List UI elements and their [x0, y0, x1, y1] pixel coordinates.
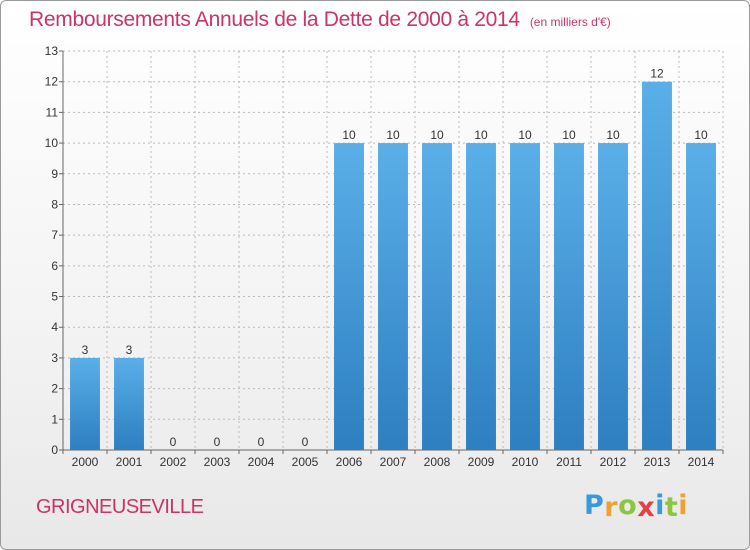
- bar-label-2004: 0: [258, 435, 265, 449]
- y-tick-label-4: 4: [51, 320, 58, 334]
- logo-letter-6: i: [678, 490, 689, 521]
- y-tick-label-10: 10: [45, 136, 59, 150]
- logo-letter-5: t: [664, 492, 679, 523]
- y-tick-label-12: 12: [45, 75, 59, 89]
- bar-label-2007: 10: [386, 128, 400, 142]
- x-tick-label-2004: 2004: [248, 455, 275, 469]
- x-tick-label-2006: 2006: [336, 455, 363, 469]
- bar-2008: [422, 143, 452, 451]
- x-tick-label-2009: 2009: [468, 455, 495, 469]
- x-tick-label-2010: 2010: [512, 455, 539, 469]
- x-tick-label-2000: 2000: [72, 455, 99, 469]
- bar-label-2009: 10: [474, 128, 488, 142]
- x-tick-label-2001: 2001: [116, 455, 143, 469]
- logo-letter-1: r: [604, 492, 619, 523]
- bar-label-2006: 10: [342, 128, 356, 142]
- y-tick-label-3: 3: [51, 351, 58, 365]
- x-tick-label-2014: 2014: [688, 455, 715, 469]
- x-tick-label-2011: 2011: [556, 455, 582, 469]
- x-tick-label-2007: 2007: [380, 455, 407, 469]
- y-tick-label-8: 8: [51, 197, 58, 211]
- bar-2000: [70, 357, 100, 450]
- bars: [70, 81, 716, 451]
- bar-label-2014: 10: [694, 128, 708, 142]
- x-tick-label-2012: 2012: [600, 455, 627, 469]
- bar-label-2010: 10: [518, 128, 532, 142]
- bar-2007: [378, 143, 408, 451]
- bar-label-2001: 3: [126, 343, 133, 357]
- bar-label-2011: 10: [562, 128, 576, 142]
- bar-label-2008: 10: [430, 128, 444, 142]
- y-tick-label-11: 11: [46, 105, 59, 119]
- bar-label-2013: 12: [650, 67, 664, 81]
- bar-label-2000: 3: [82, 343, 89, 357]
- y-tick-label-6: 6: [51, 259, 58, 273]
- bar-label-2002: 0: [170, 435, 177, 449]
- logo-letter-0: P: [584, 490, 605, 521]
- y-tick-label-5: 5: [51, 290, 58, 304]
- bar-label-2003: 0: [214, 435, 221, 449]
- y-tick-label-13: 13: [45, 44, 59, 58]
- chart-unit: (en milliers d'€): [529, 15, 611, 29]
- y-tick-label-7: 7: [51, 228, 58, 242]
- x-tick-label-2003: 2003: [204, 455, 231, 469]
- x-tick-label-2002: 2002: [160, 455, 187, 469]
- bar-2011: [554, 143, 584, 451]
- bar-2009: [466, 143, 496, 451]
- bar-2010: [510, 143, 540, 451]
- y-tick-label-0: 0: [51, 443, 58, 457]
- bar-2012: [598, 143, 628, 451]
- bar-label-2012: 10: [606, 128, 620, 142]
- bar-labels: 3 3 0 0 0 0 10 10 10 10 10 10 10 12 10: [82, 67, 708, 449]
- commune-name: GRIGNEUSEVILLE: [36, 496, 204, 518]
- y-tick-label-2: 2: [51, 382, 58, 396]
- bar-2013: [642, 81, 672, 450]
- x-tick-labels: 2000 2001 2002 2003 2004 2005 2006 2007 2008 2009…: [72, 455, 715, 469]
- logo-letter-3: x: [637, 492, 656, 523]
- x-tick-label-2013: 2013: [644, 455, 671, 469]
- y-tick-label-1: 1: [51, 412, 58, 426]
- chart-title-text: Remboursements Annuels de la Dette de 20…: [29, 8, 520, 31]
- y-tick-label-9: 9: [51, 167, 58, 181]
- bar-2001: [114, 357, 144, 450]
- chart-title: Remboursements Annuels de la Dette de 20…: [29, 8, 611, 32]
- logo-letter-2: o: [618, 490, 638, 521]
- bar-label-2005: 0: [302, 435, 309, 449]
- bar-2014: [686, 143, 716, 451]
- x-tick-label-2005: 2005: [292, 455, 319, 469]
- x-tick-label-2008: 2008: [424, 455, 451, 469]
- bar-2006: [334, 143, 364, 451]
- logo-letter-4: i: [655, 490, 665, 521]
- proxiti-logo: Proxiti: [584, 490, 689, 523]
